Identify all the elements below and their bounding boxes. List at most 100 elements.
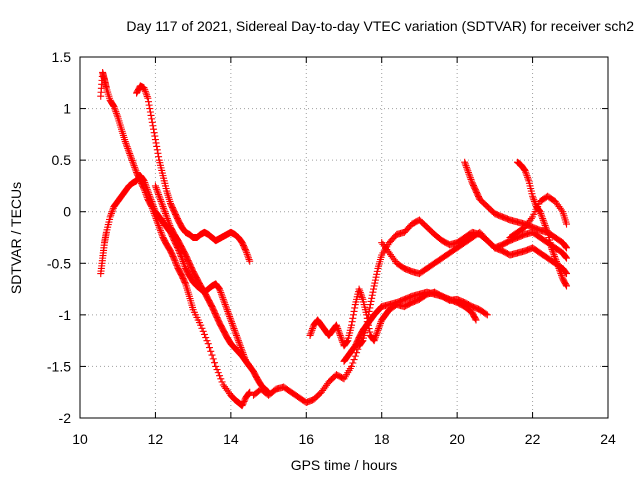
data-point [561, 242, 569, 250]
data-point [557, 270, 565, 278]
data-point [218, 292, 226, 300]
data-point [521, 166, 529, 174]
data-point [233, 331, 241, 339]
data-point [372, 273, 380, 281]
data-point [553, 259, 561, 267]
data-point [150, 125, 158, 133]
data-point [563, 282, 571, 290]
data-point [200, 330, 208, 338]
data-point [375, 325, 383, 333]
data-point [172, 260, 180, 268]
data-point [128, 156, 136, 164]
data-point [151, 132, 159, 140]
data-point [562, 253, 570, 261]
data-point [343, 338, 351, 346]
data-point [231, 328, 239, 336]
data-point [163, 215, 171, 223]
data-point [523, 172, 531, 180]
data-point [147, 111, 155, 119]
data-point [333, 323, 341, 331]
data-point [243, 249, 251, 257]
data-point [554, 261, 562, 269]
data-point [218, 378, 226, 386]
data-point [350, 307, 358, 315]
plot-frame [79, 56, 609, 419]
data-point [172, 258, 180, 266]
data-point [128, 155, 136, 163]
data-point [373, 270, 381, 278]
data-point [131, 163, 139, 171]
data-point [527, 215, 535, 223]
data-point [367, 297, 375, 305]
data-point [156, 194, 164, 202]
data-point [356, 289, 364, 297]
data-point [370, 285, 378, 293]
data-point [208, 351, 216, 359]
data-point [373, 267, 381, 275]
data-point [371, 335, 379, 343]
data-point [471, 315, 479, 323]
data-point [158, 230, 166, 238]
data-point [146, 194, 154, 202]
data-point [375, 323, 383, 331]
data-point [551, 252, 559, 260]
data-point [537, 209, 545, 217]
data-point [229, 321, 237, 329]
data-point [163, 213, 171, 221]
data-point [141, 87, 149, 95]
data-point [542, 225, 550, 233]
data-point [366, 304, 374, 312]
data-point [107, 211, 115, 219]
data-point [181, 279, 189, 287]
data-point [156, 196, 164, 204]
series-trace-11 [506, 192, 571, 241]
data-point [207, 347, 215, 355]
data-point [222, 304, 230, 312]
data-point [373, 330, 381, 338]
data-point [371, 276, 379, 284]
data-point [540, 218, 548, 226]
data-point [522, 168, 530, 176]
data-point [371, 333, 379, 341]
data-point [549, 249, 557, 257]
data-point [463, 165, 471, 173]
data-point [143, 184, 151, 192]
data-point [524, 173, 532, 181]
data-point [554, 263, 562, 271]
data-point [235, 338, 243, 346]
data-point [216, 372, 224, 380]
x-tick-label: 10 [72, 431, 88, 447]
data-point [110, 103, 118, 111]
data-point [161, 209, 169, 217]
data-point [234, 335, 242, 343]
data-point [541, 221, 549, 229]
data-point [221, 299, 229, 307]
data-point [157, 228, 165, 236]
data-point [148, 115, 156, 123]
data-point [228, 319, 236, 327]
data-point [161, 208, 169, 216]
data-point [156, 225, 164, 233]
data-point [143, 185, 151, 193]
data-point [156, 227, 164, 235]
data-point [205, 344, 213, 352]
data-point [148, 197, 156, 205]
data-point [234, 337, 242, 345]
data-point [150, 204, 158, 212]
data-point [141, 86, 149, 94]
data-point [529, 194, 537, 202]
data-point [366, 301, 374, 309]
data-point [462, 162, 470, 170]
data-point [343, 338, 351, 346]
data-point [220, 297, 228, 305]
data-point [149, 122, 157, 130]
data-point [522, 170, 530, 178]
data-point [211, 359, 219, 367]
axis-ticks: 10 12 14 16 18 20 22 24 1.5 1 0.5 0 -0.5 -1 -1.5 -2 [47, 49, 616, 447]
data-point [552, 258, 560, 266]
data-point [157, 197, 165, 205]
y-tick-label: 1.5 [52, 49, 72, 65]
data-point [152, 184, 160, 192]
data-point [227, 316, 235, 324]
data-point [140, 177, 148, 185]
